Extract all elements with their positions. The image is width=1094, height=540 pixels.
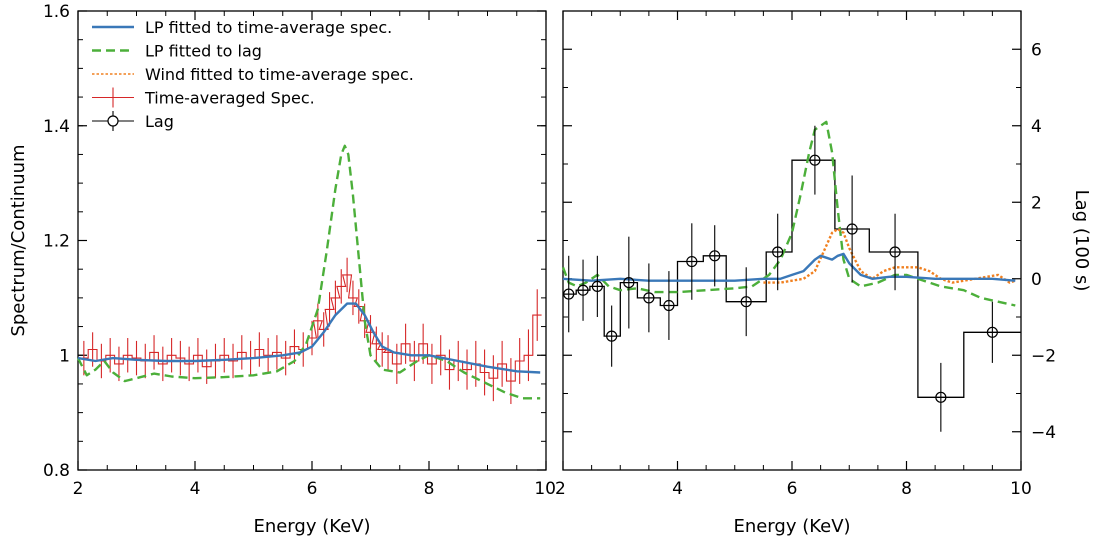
lag-point	[809, 154, 821, 166]
legend-item-lag: Lag	[92, 111, 174, 131]
lag-point	[663, 299, 675, 312]
y-tick-label: 1.6	[43, 2, 70, 22]
x-tick-label-4: 4	[190, 479, 201, 499]
lag-point	[563, 288, 575, 300]
wind-fitted-to-time-average-line	[763, 227, 1016, 284]
lag-point	[986, 326, 998, 338]
lag-point	[623, 276, 635, 289]
lag-point	[709, 250, 721, 262]
lag-point	[772, 246, 784, 258]
lag-point	[606, 330, 618, 342]
lag-point	[686, 255, 698, 268]
x-tick-label-2: 2	[555, 479, 566, 499]
y-tick-label: 1.2	[43, 232, 70, 252]
y-tick-label: −4	[1031, 423, 1056, 443]
y-tick-label: −2	[1031, 346, 1056, 366]
lag-point	[935, 391, 947, 403]
y-tick-label: 0.8	[43, 461, 70, 481]
legend-swatch-marker	[107, 115, 119, 127]
lp-fitted-to-time-average-line	[562, 252, 1016, 282]
legend-label: Wind fitted to time-average spec.	[145, 65, 414, 84]
legend-label: Lag	[145, 112, 174, 131]
x-tick-label-10: 10	[1010, 479, 1032, 499]
y-tick-label: 6	[1031, 40, 1042, 60]
legend-item-wind-fitted-to-time-average-spec: Wind fitted to time-average spec.	[92, 65, 414, 84]
y-tick-label: 4	[1031, 117, 1042, 137]
legend-label: LP fitted to lag	[145, 42, 262, 61]
lag-point	[643, 292, 655, 304]
legend-label: Time-averaged Spec.	[144, 89, 315, 108]
lag-point	[889, 246, 901, 258]
x-tick-label-10: 10	[534, 479, 556, 499]
legend-item-lp-fitted-to-time-average-spec: LP fitted to time-average spec.	[92, 18, 392, 37]
left-panel: 2 4 6 8 10 0.8 1 1.2 1.4 1.6 Energy (KeV) Spectrum/…	[8, 2, 556, 537]
x-tick-label-6: 6	[787, 479, 798, 499]
lag-step-histogram	[563, 159, 1021, 398]
lag-point	[591, 280, 603, 292]
x-axis-label: Energy (KeV)	[733, 516, 850, 537]
legend-item-time-averaged-spec: Time-averaged Spec.	[92, 87, 315, 108]
y-tick-label: 1.4	[43, 117, 70, 137]
lag-point	[740, 296, 752, 308]
y-axis-label: Lag (100 s)	[1071, 190, 1092, 292]
lag-point	[577, 284, 589, 296]
x-tick-label-2: 2	[73, 479, 84, 499]
x-axis-label: Energy (KeV)	[253, 516, 370, 537]
right-panel: 2 4 6 8 10 −4 −2 0 2 4 6 Energy (KeV) Lag (100 s)	[555, 10, 1092, 537]
y-tick-label: 2	[1031, 193, 1042, 213]
legend-label: LP fitted to time-average spec.	[145, 18, 392, 37]
lp-fitted-to-time-average-line	[77, 302, 541, 374]
legend-item-lp-fitted-to-lag: LP fitted to lag	[92, 42, 262, 61]
y-tick-label: 0	[1031, 270, 1042, 290]
x-tick-label-8: 8	[901, 479, 912, 499]
lag-point	[846, 223, 858, 235]
x-tick-label-8: 8	[424, 479, 435, 499]
legend: LP fitted to time-average spec. LP fitted…	[92, 18, 414, 131]
x-tick-label-6: 6	[307, 479, 318, 499]
y-axis-label: Spectrum/Continuum	[8, 144, 29, 336]
y-tick-label: 1	[59, 346, 70, 366]
x-tick-label-4: 4	[672, 479, 683, 499]
